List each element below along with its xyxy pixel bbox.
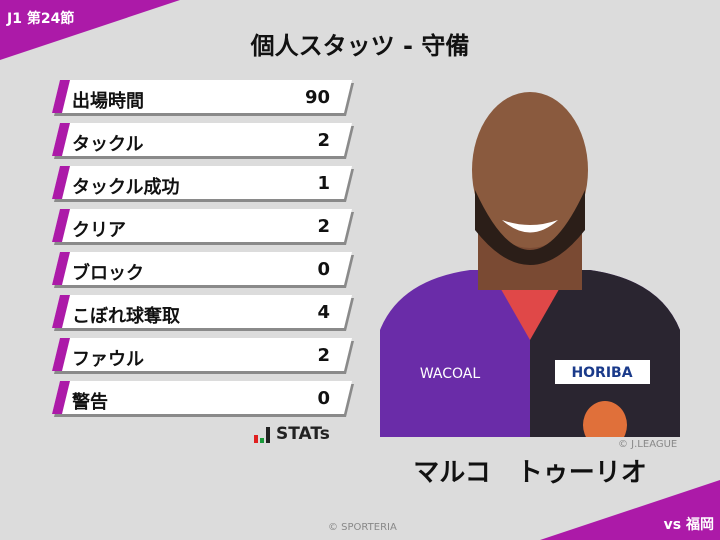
row-background <box>52 295 354 331</box>
stat-label: ブロック <box>72 263 144 284</box>
copyright: © SPORTERIA <box>328 522 397 533</box>
shirt-sponsor: WACOAL <box>420 366 481 382</box>
stat-label: タックル <box>72 134 144 155</box>
stat-row: 出場時間 90 <box>52 80 354 116</box>
row-background <box>52 123 354 159</box>
corner-banner-top-left <box>0 0 180 60</box>
stat-value: 90 <box>304 87 330 108</box>
stat-row: クリア 2 <box>52 209 354 245</box>
stat-label: ファウル <box>72 349 144 370</box>
stats-logo: STATs <box>254 426 330 443</box>
stat-row: ブロック 0 <box>52 252 354 288</box>
stat-value: 2 <box>317 130 330 151</box>
stat-label: タックル成功 <box>72 177 180 198</box>
stat-label: 出場時間 <box>72 91 144 112</box>
player-photo: HORIBA WACOAL <box>380 80 680 437</box>
stat-row: ファウル 2 <box>52 338 354 374</box>
stat-row: タックル成功 1 <box>52 166 354 202</box>
stats-logo-text: STATs <box>276 424 330 444</box>
stat-row: タックル 2 <box>52 123 354 159</box>
row-background <box>52 252 354 288</box>
sleeve-sponsor: HORIBA <box>571 365 632 381</box>
row-background <box>52 166 354 202</box>
stat-value: 1 <box>317 173 330 194</box>
row-background <box>52 209 354 245</box>
round-label: J1 第24節 <box>7 11 75 27</box>
bar-chart-icon <box>254 427 270 443</box>
stat-row: こぼれ球奪取 4 <box>52 295 354 331</box>
stat-value: 4 <box>317 302 330 323</box>
stat-value: 0 <box>317 388 330 409</box>
row-background <box>52 338 354 374</box>
photo-credit: © J.LEAGUE <box>618 439 678 450</box>
stat-label: クリア <box>72 220 126 241</box>
row-background <box>52 381 354 417</box>
player-name: マルコ トゥーリオ <box>413 458 647 488</box>
page-title: 個人スタッツ - 守備 <box>250 32 470 60</box>
row-background <box>52 80 354 116</box>
stat-row: 警告 0 <box>52 381 354 417</box>
stat-label: 警告 <box>72 392 108 413</box>
stat-value: 2 <box>317 216 330 237</box>
stat-label: こぼれ球奪取 <box>72 306 180 327</box>
stat-value: 2 <box>317 345 330 366</box>
corner-banner-bottom-right <box>540 480 720 540</box>
stat-value: 0 <box>317 259 330 280</box>
opponent-label: vs 福岡 <box>663 517 714 533</box>
